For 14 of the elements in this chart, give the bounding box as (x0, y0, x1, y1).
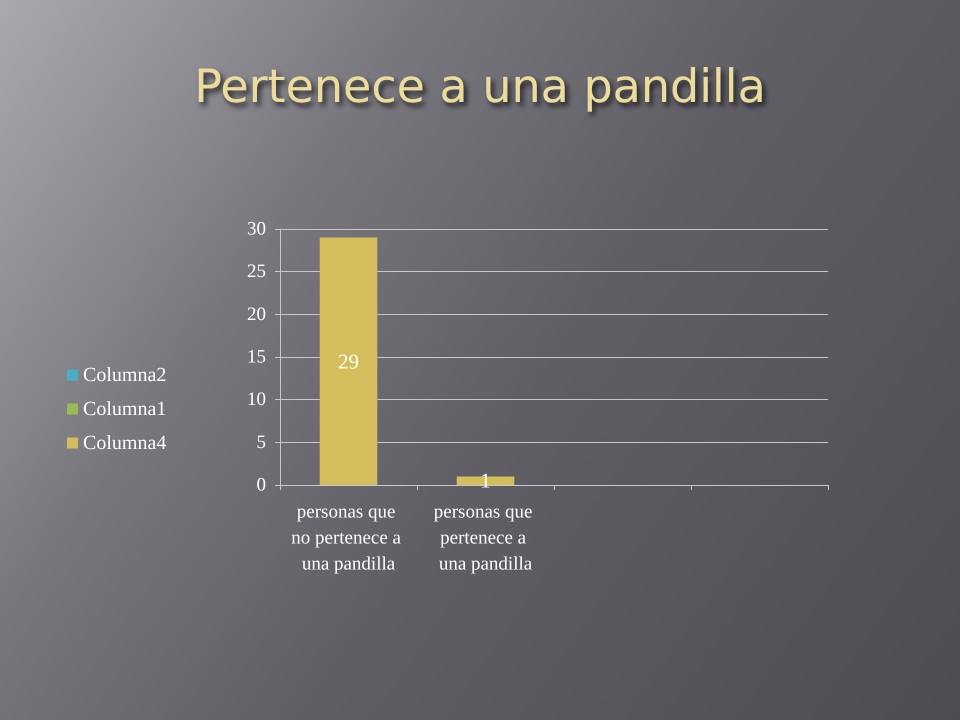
x-tick-label: personas que pertenece a una pandilla (434, 502, 538, 574)
y-tick-label: 5 (256, 432, 266, 453)
y-tick-label: 15 (247, 346, 266, 368)
y-tick-label: 0 (256, 474, 266, 496)
data-label: 29 (338, 349, 359, 374)
y-tick-label: 20 (247, 304, 266, 325)
x-tick-label: personas que no pertenece a una pandilla (291, 502, 406, 574)
chart-title: Pertenece a una pandilla (194, 59, 766, 113)
y-tick-label: 30 (247, 218, 266, 240)
y-tick-label: 10 (247, 389, 266, 410)
y-tick-label: 25 (247, 261, 266, 282)
legend-label: Columna1 (83, 398, 166, 420)
legend-label: Columna4 (83, 432, 166, 454)
legend-label: Columna2 (83, 364, 166, 386)
